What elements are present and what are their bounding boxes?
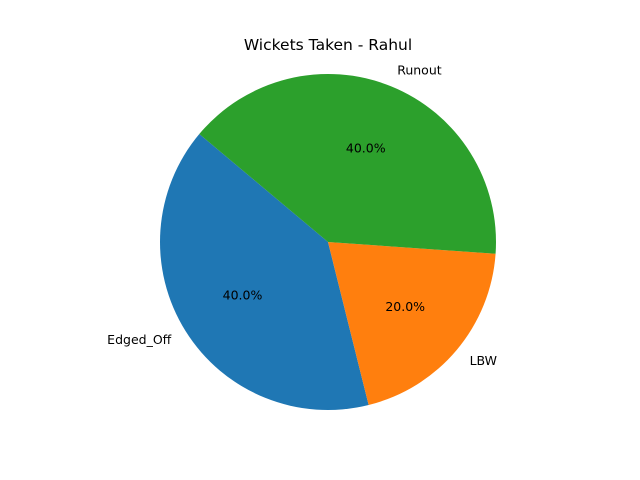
pie-slice-runout — [199, 74, 496, 254]
pie-slices — [160, 74, 496, 410]
pie-labels: Edged_Off 40.0% LBW 20.0% Runout 40.0% — [107, 63, 497, 368]
chart-title: Wickets Taken - Rahul — [244, 36, 412, 54]
slice-label: LBW — [470, 353, 497, 368]
slice-percent-label: 40.0% — [223, 287, 263, 302]
slice-percent-label: 40.0% — [346, 141, 386, 156]
slice-label: Runout — [397, 63, 442, 78]
pie-slice-edged-off — [160, 134, 369, 410]
slice-label: Edged_Off — [107, 332, 171, 347]
pie-slice-lbw — [328, 242, 496, 406]
slice-percent-label: 20.0% — [385, 299, 425, 314]
